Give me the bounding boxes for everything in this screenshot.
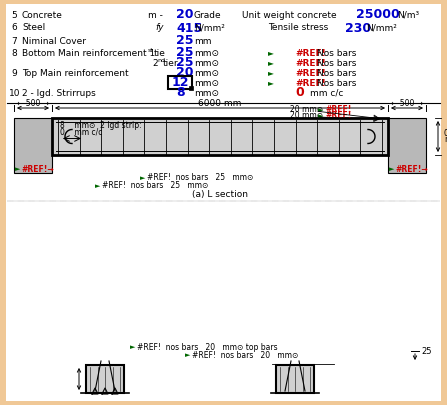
Text: 10: 10 <box>9 89 21 98</box>
Text: Concrete: Concrete <box>22 11 63 19</box>
Text: ►: ► <box>318 107 323 113</box>
Bar <box>276 365 314 393</box>
Text: mm⊙: mm⊙ <box>194 58 219 68</box>
Text: ►: ► <box>95 183 101 189</box>
Text: 2: 2 <box>152 58 158 68</box>
Text: ►: ► <box>389 166 394 172</box>
Text: #REF!: #REF! <box>295 49 326 58</box>
Text: #REF!  nos bars   20   mm⊙ top bars: #REF! nos bars 20 mm⊙ top bars <box>137 343 278 352</box>
Text: mm: mm <box>444 135 447 144</box>
Text: ►: ► <box>268 58 274 68</box>
Text: 0    mm c/c: 0 mm c/c <box>60 128 102 136</box>
Text: tie: tie <box>154 49 166 58</box>
Text: st: st <box>148 47 154 53</box>
Text: ►: ► <box>268 79 274 87</box>
Text: 230: 230 <box>345 21 371 34</box>
Text: Niminal Cover: Niminal Cover <box>22 36 86 45</box>
Text: #REF!: #REF! <box>295 58 326 68</box>
Bar <box>52 118 388 155</box>
Text: ►: ► <box>268 68 274 77</box>
Text: #REF!: #REF! <box>325 105 351 115</box>
Bar <box>14 118 52 173</box>
Text: 20 mm⊙: 20 mm⊙ <box>290 105 323 115</box>
Text: Top Main reinforcement: Top Main reinforcement <box>22 68 129 77</box>
Text: Bottom Main reinforcement 1: Bottom Main reinforcement 1 <box>22 49 155 58</box>
Text: N/mm²: N/mm² <box>194 23 225 32</box>
Text: Grade: Grade <box>194 11 222 19</box>
Text: 2 - lgd. Strirrups: 2 - lgd. Strirrups <box>22 89 96 98</box>
Text: #REF!→: #REF!→ <box>21 164 54 173</box>
Text: 25: 25 <box>176 34 194 47</box>
Text: Tensile stress: Tensile stress <box>268 23 328 32</box>
Text: Nos bars: Nos bars <box>317 79 356 87</box>
Text: #REF!  nos bars   25   mm⊙: #REF! nos bars 25 mm⊙ <box>102 181 208 190</box>
Text: 25: 25 <box>176 47 194 60</box>
Text: m -: m - <box>148 11 163 19</box>
Text: ►: ► <box>318 113 323 119</box>
Text: nd: nd <box>157 58 165 62</box>
Text: 20: 20 <box>176 66 194 79</box>
Text: (a) L section: (a) L section <box>192 190 248 198</box>
Text: N/mm²: N/mm² <box>366 23 397 32</box>
Text: Nos bars: Nos bars <box>317 58 356 68</box>
Text: ►: ► <box>130 344 135 350</box>
Text: Nos bars: Nos bars <box>317 49 356 58</box>
Text: mm⊙: mm⊙ <box>194 49 219 58</box>
Text: 25: 25 <box>176 57 194 70</box>
Text: #REF!  nos bars   25   mm⊙: #REF! nos bars 25 mm⊙ <box>147 173 253 183</box>
Text: mm: mm <box>194 36 211 45</box>
Text: 6000 mm: 6000 mm <box>198 98 242 107</box>
Bar <box>168 76 192 89</box>
Text: 0: 0 <box>444 129 447 138</box>
Text: 8    mm⊙  2 lgd strip:: 8 mm⊙ 2 lgd strip: <box>60 121 142 130</box>
Text: 12: 12 <box>171 77 189 90</box>
Text: mm⊙: mm⊙ <box>194 68 219 77</box>
Text: 6: 6 <box>11 23 17 32</box>
Text: 25: 25 <box>421 347 431 356</box>
Bar <box>388 118 426 173</box>
Text: #REF!: #REF! <box>295 79 326 87</box>
Text: ►: ► <box>140 175 145 181</box>
Text: 9: 9 <box>11 68 17 77</box>
Text: 20: 20 <box>176 9 194 21</box>
Text: 20 mm⊙: 20 mm⊙ <box>290 111 323 121</box>
Text: mm⊙: mm⊙ <box>194 89 219 98</box>
Text: fy: fy <box>155 23 164 32</box>
Text: Unit weight concrete: Unit weight concrete <box>242 11 337 19</box>
Text: #REF!: #REF! <box>325 111 351 121</box>
Text: ►: ► <box>185 352 190 358</box>
Text: 25000: 25000 <box>356 9 400 21</box>
Text: Steel: Steel <box>22 23 45 32</box>
Bar <box>189 86 193 90</box>
Text: #REF!→: #REF!→ <box>395 164 428 173</box>
Text: 8: 8 <box>11 49 17 58</box>
Text: 5: 5 <box>11 11 17 19</box>
Text: tier: tier <box>163 58 179 68</box>
Text: 0: 0 <box>295 87 304 100</box>
Text: mm c/c: mm c/c <box>310 89 343 98</box>
Text: 7: 7 <box>11 36 17 45</box>
Text: ►: ► <box>268 49 274 58</box>
Text: 8: 8 <box>176 87 185 100</box>
Bar <box>86 365 124 393</box>
Text: mm⊙: mm⊙ <box>194 79 219 87</box>
Text: #REF!  nos bars   20   mm⊙: #REF! nos bars 20 mm⊙ <box>192 350 299 360</box>
Text: N/m³: N/m³ <box>397 11 419 19</box>
Text: ►: ► <box>15 166 21 172</box>
Text: Nos bars: Nos bars <box>317 68 356 77</box>
Text: #REF!: #REF! <box>295 68 326 77</box>
Text: 415: 415 <box>176 21 202 34</box>
Text: ← 500 →: ← 500 → <box>391 98 423 107</box>
Text: ← 500 →: ← 500 → <box>17 98 49 107</box>
